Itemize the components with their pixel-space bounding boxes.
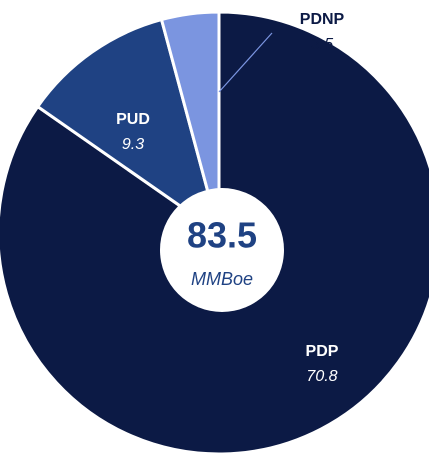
slice-label: PDNP [300, 11, 345, 28]
slice-value: 3.5 [311, 36, 333, 53]
slice-value: 70.8 [306, 368, 337, 385]
slice-label: PDP [306, 343, 339, 360]
slice-value: 9.3 [122, 136, 144, 153]
donut-slice [35, 17, 222, 237]
donut-hole [160, 188, 284, 312]
slice-label: PUD [116, 111, 150, 128]
total-unit: MMBoe [191, 269, 253, 289]
donut-slice [159, 10, 221, 234]
leader-line [218, 32, 273, 93]
total-value: 83.5 [187, 215, 257, 256]
